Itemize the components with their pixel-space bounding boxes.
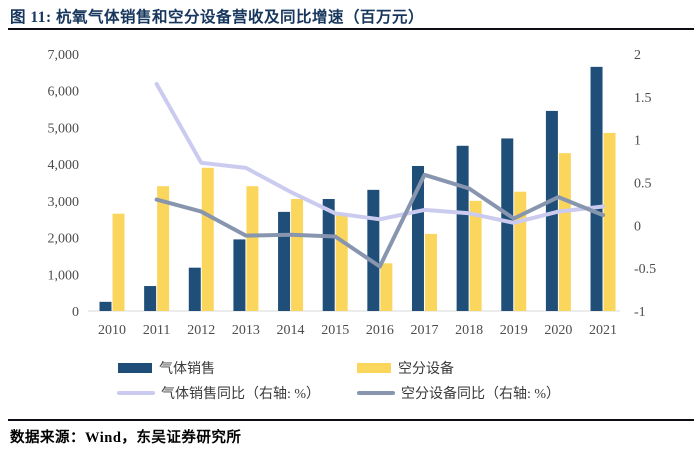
left-axis-tick: 0 [72, 305, 79, 320]
bar-gas-sales-2021 [590, 66, 603, 311]
bar-air-separation-2018 [469, 200, 482, 311]
bar-gas-sales-2013 [233, 239, 246, 311]
right-axis-tick: -1 [634, 305, 646, 320]
air-separation-swatch [357, 363, 391, 373]
bar-air-separation-2015 [335, 215, 348, 311]
bar-air-separation-2012 [201, 167, 214, 311]
legend-item-air-separation: 空分设备 [357, 359, 454, 377]
bar-gas-sales-2017 [411, 165, 424, 311]
bar-gas-sales-2020 [545, 110, 558, 312]
x-axis-tick-2017: 2017 [410, 323, 438, 338]
left-axis-tick: 7,000 [48, 48, 80, 63]
bar-gas-sales-2016 [367, 189, 380, 311]
x-axis-tick-2016: 2016 [366, 323, 394, 338]
gas-sales-yoy-line-swatch [117, 391, 155, 395]
x-axis-tick-2019: 2019 [500, 323, 528, 338]
right-axis-tick: 2 [634, 48, 641, 63]
left-axis-tick: 5,000 [48, 121, 80, 136]
bar-gas-sales-2019 [501, 138, 514, 311]
left-axis-tick: 3,000 [48, 195, 80, 210]
bar-air-separation-2021 [603, 132, 616, 311]
bar-air-separation-2020 [558, 153, 571, 311]
legend-item-gas-sales-yoy: 气体销售同比（右轴: %） [117, 384, 320, 402]
legend-label-gas-sales: 气体销售 [159, 362, 215, 377]
bar-air-separation-2016 [380, 263, 393, 311]
x-axis-tick-2021: 2021 [589, 323, 617, 338]
title-divider [8, 28, 694, 30]
figure-title: 图 11: 杭氧气体销售和空分设备营收及同比增速（百万元） [10, 9, 425, 26]
legend-item-gas-sales: 气体销售 [118, 359, 215, 377]
x-axis-tick-2015: 2015 [321, 323, 349, 338]
bar-air-separation-2010 [112, 213, 125, 311]
bar-gas-sales-2010 [99, 301, 112, 311]
legend-label-gas-sales-yoy: 气体销售同比（右轴: %） [161, 387, 321, 402]
bar-gas-sales-2012 [188, 267, 201, 311]
data-source-note: 数据来源：Wind，东吴证券研究所 [10, 430, 242, 446]
bar-air-separation-2017 [424, 233, 437, 311]
right-axis-tick: -0.5 [634, 262, 656, 277]
bar-gas-sales-2015 [322, 199, 335, 311]
left-axis-tick: 4,000 [48, 158, 80, 173]
bar-air-separation-2014 [291, 199, 304, 311]
footer-divider [8, 419, 694, 421]
gas-sales-swatch [118, 363, 152, 373]
legend-item-air-separation-yoy: 空分设备同比（右轴: %） [357, 384, 560, 402]
bar-gas-sales-2018 [456, 145, 469, 311]
right-axis-tick: 0 [634, 219, 641, 234]
x-axis-tick-2013: 2013 [232, 323, 260, 338]
x-axis-tick-2010: 2010 [98, 323, 126, 338]
bar-gas-sales-2014 [278, 211, 291, 311]
air-separation-yoy-line-swatch [357, 391, 395, 395]
chart-canvas: 7,000 6,000 5,000 4,000 3,000 2,000 1,000 0 2 1.5… [48, 48, 657, 338]
right-axis-tick: 1 [634, 134, 641, 149]
left-axis-tick: 1,000 [48, 268, 80, 283]
left-axis-tick: 6,000 [48, 85, 80, 100]
bar-air-separation-2011 [157, 186, 170, 311]
x-axis-tick-2012: 2012 [187, 323, 215, 338]
line-gas-sales-yoy [154, 82, 606, 225]
right-axis-tick: 0.5 [634, 177, 652, 192]
bar-air-separation-2013 [246, 186, 259, 311]
x-axis-tick-2020: 2020 [544, 323, 572, 338]
legend-label-air-separation: 空分设备 [398, 362, 454, 377]
x-axis-tick-2014: 2014 [277, 323, 305, 338]
right-axis-tick: 1.5 [634, 91, 652, 106]
line-air-separation-yoy [154, 172, 606, 269]
bar-air-separation-2019 [514, 191, 527, 311]
x-axis-tick-2018: 2018 [455, 323, 483, 338]
x-axis-tick-2011: 2011 [143, 323, 170, 338]
left-axis-tick: 2,000 [48, 232, 80, 247]
legend-label-air-separation-yoy: 空分设备同比（右轴: %） [401, 387, 561, 402]
bar-gas-sales-2011 [144, 286, 157, 311]
